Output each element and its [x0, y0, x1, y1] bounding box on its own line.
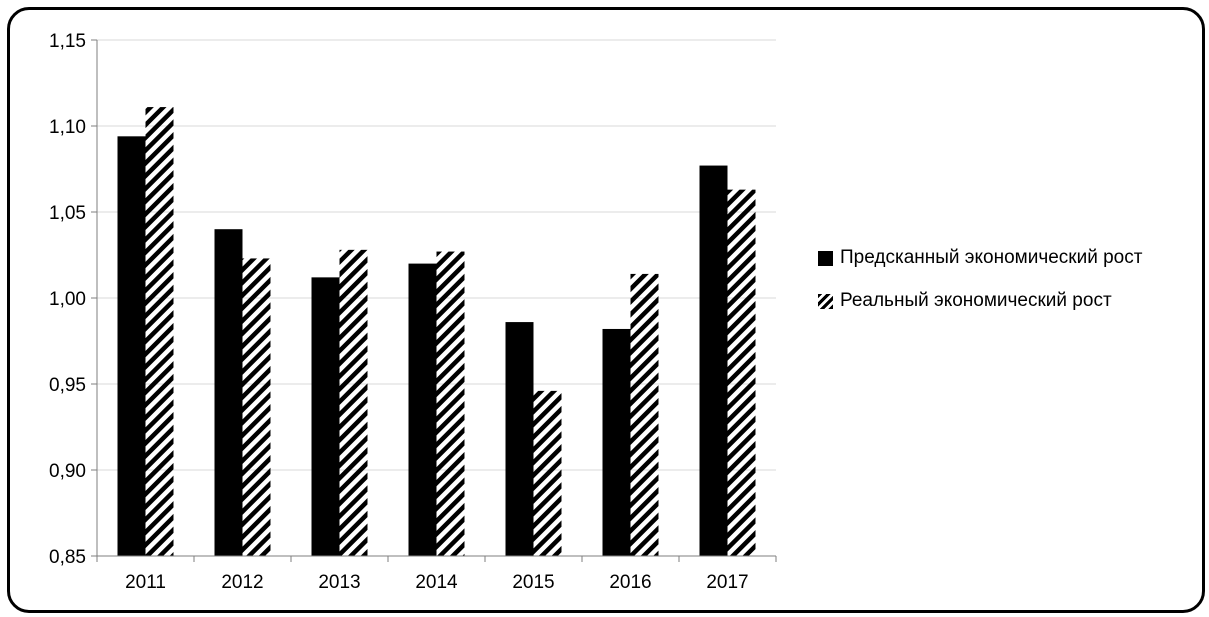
legend-label-predicted: Предсканный экономический рост	[840, 247, 1143, 268]
x-tick-labels: 2011 2012 2013 2014 2015 2016 2017	[125, 572, 749, 593]
x-tick-label: 2011	[125, 572, 166, 593]
bar-predicted	[214, 229, 243, 556]
bar-real	[533, 390, 562, 556]
bar-real	[727, 189, 756, 556]
legend-swatch-solid	[818, 251, 833, 266]
bar-real	[242, 258, 271, 556]
y-tick-label: 0,95	[49, 375, 86, 396]
legend: Предсканный экономический рост Реальный …	[818, 243, 1198, 315]
legend-label-real: Реальный экономический рост	[840, 290, 1112, 311]
bar-predicted	[505, 322, 534, 556]
y-tick-label: 1,15	[49, 31, 86, 52]
legend-item-predicted: Предсканный экономический рост	[818, 243, 1198, 272]
x-tick-label: 2017	[706, 572, 748, 593]
y-tick-label: 0,90	[49, 461, 86, 482]
bar-real	[436, 251, 465, 556]
bar-predicted	[699, 165, 728, 556]
y-tick-labels: 0,85 0,90 0,95 1,00 1,05 1,10 1,15	[49, 31, 86, 568]
x-tick-label: 2013	[318, 572, 360, 593]
y-tick-label: 1,05	[49, 203, 86, 224]
bar-real	[630, 273, 659, 556]
bar-predicted	[117, 136, 146, 556]
x-tick-label: 2014	[415, 572, 458, 593]
gridlines	[97, 39, 776, 471]
legend-item-real: Реальный экономический рост	[818, 286, 1198, 315]
x-tick-label: 2012	[221, 572, 263, 593]
x-tick-label: 2015	[512, 572, 554, 593]
bars	[117, 107, 756, 556]
y-tick-label: 1,10	[49, 117, 86, 138]
bar-predicted	[408, 263, 437, 556]
y-tick-label: 1,00	[49, 289, 86, 310]
x-tick-label: 2016	[609, 572, 651, 593]
bar-predicted	[311, 277, 340, 556]
bar-real	[145, 107, 174, 556]
bar-real	[339, 249, 368, 556]
legend-swatch-hatched	[818, 294, 833, 309]
axes	[91, 39, 777, 562]
bar-predicted	[602, 328, 631, 556]
y-tick-label: 0,85	[49, 547, 86, 568]
